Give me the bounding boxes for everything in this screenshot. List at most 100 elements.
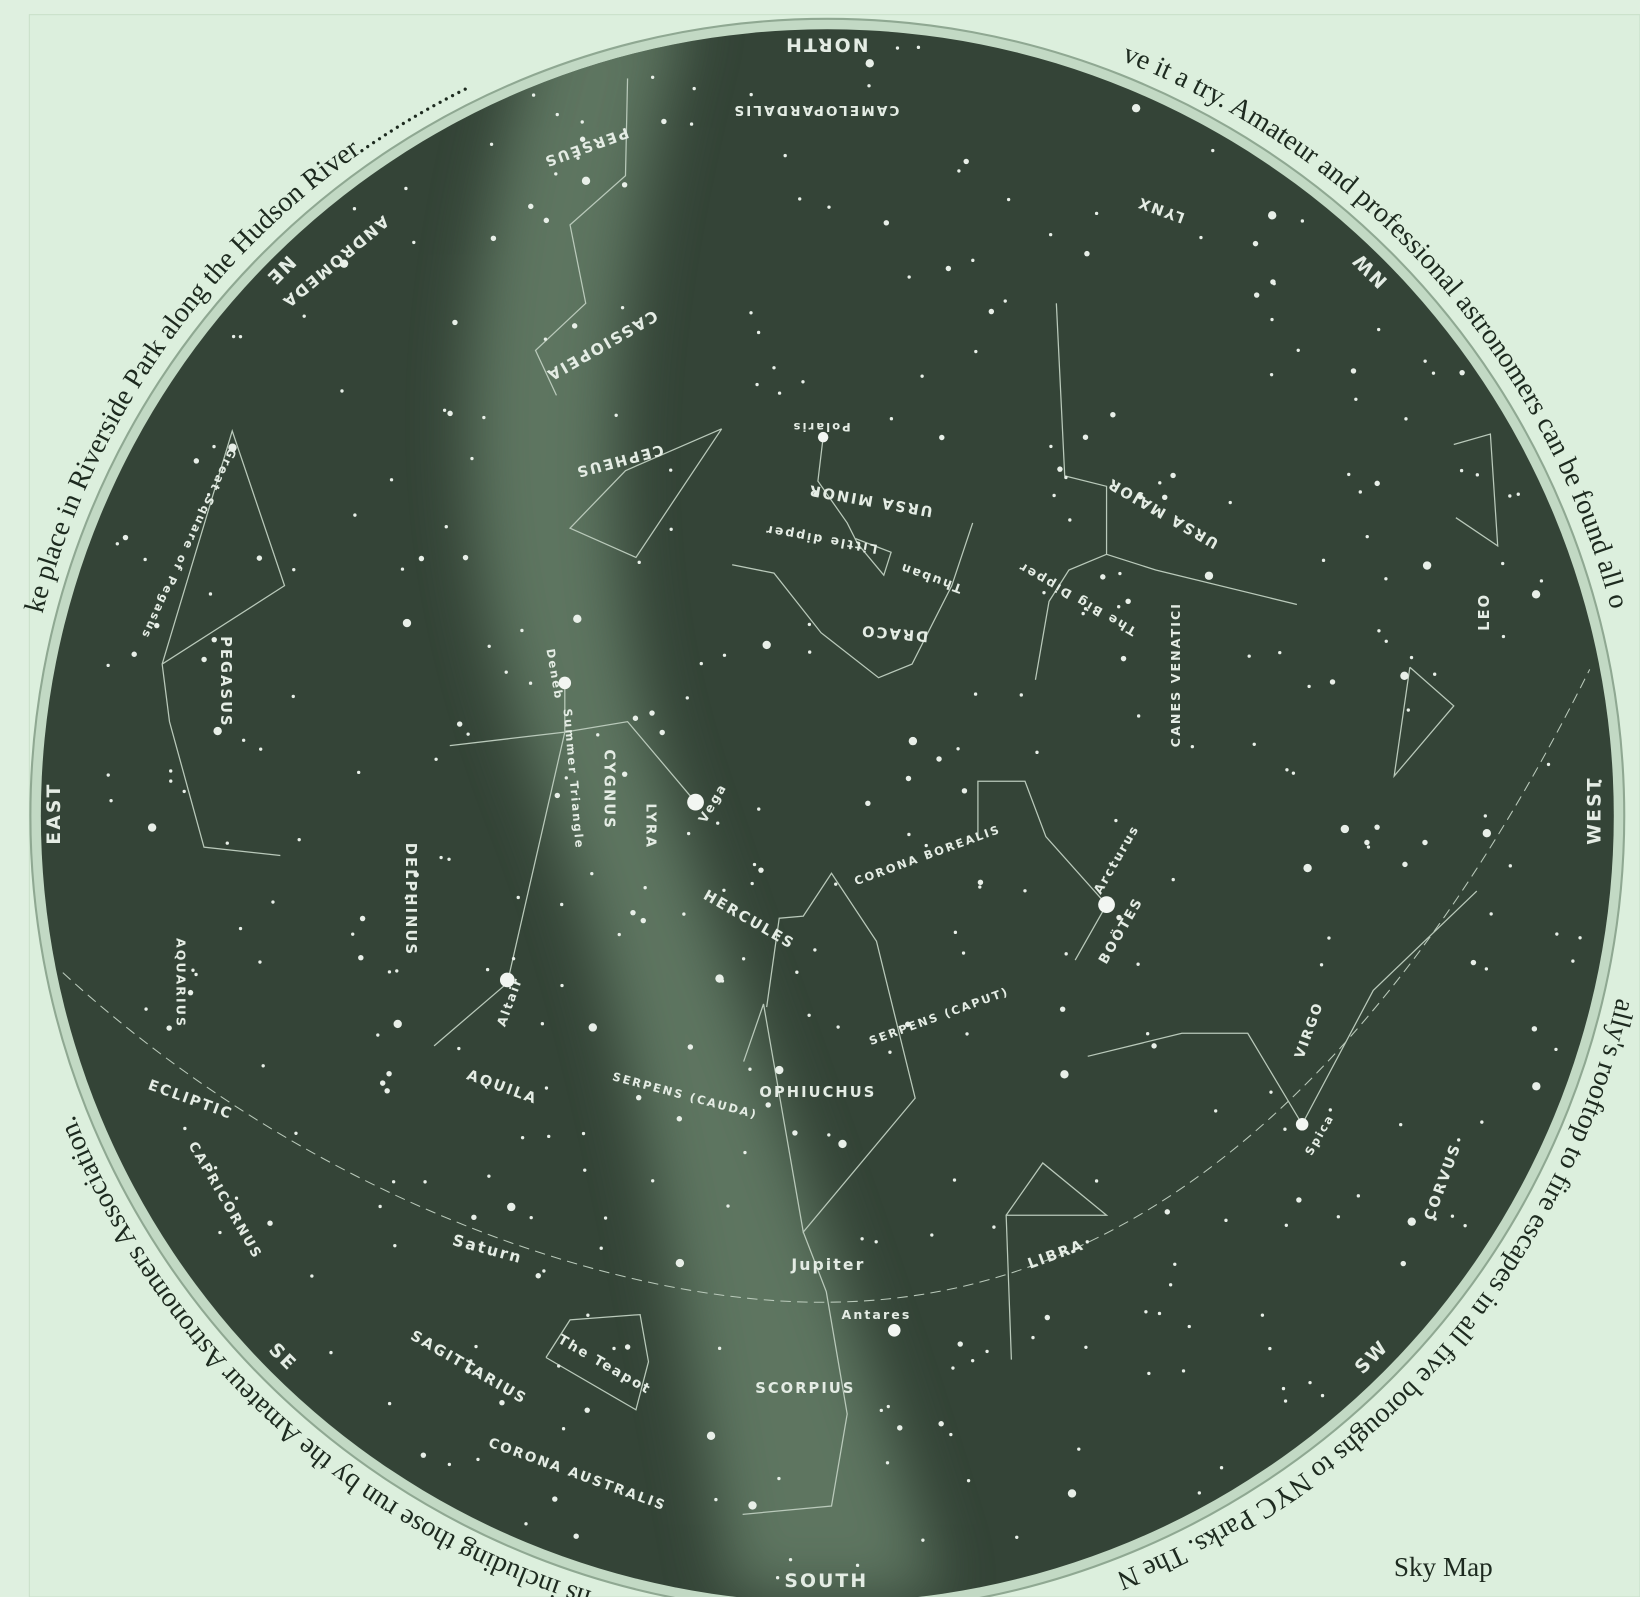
star bbox=[783, 153, 787, 158]
star bbox=[921, 1538, 925, 1542]
star bbox=[1131, 103, 1141, 113]
star bbox=[808, 650, 812, 654]
star bbox=[938, 1421, 944, 1427]
bright-star bbox=[1295, 1118, 1309, 1131]
star bbox=[351, 932, 355, 936]
star bbox=[147, 823, 157, 832]
star bbox=[1144, 1310, 1148, 1314]
star bbox=[1164, 1209, 1171, 1215]
star bbox=[182, 789, 186, 794]
star bbox=[1531, 1026, 1538, 1032]
star bbox=[154, 622, 160, 629]
star bbox=[586, 1313, 590, 1317]
star bbox=[1187, 1324, 1191, 1329]
star bbox=[387, 1401, 392, 1406]
star bbox=[213, 726, 222, 736]
star bbox=[905, 1021, 911, 1027]
star bbox=[193, 458, 200, 464]
star bbox=[762, 640, 771, 650]
line bbox=[1034, 553, 1107, 680]
star bbox=[434, 757, 438, 761]
star bbox=[258, 960, 262, 964]
star bbox=[957, 1341, 963, 1347]
star bbox=[973, 692, 978, 696]
star bbox=[452, 319, 458, 326]
star bbox=[1539, 579, 1544, 583]
star bbox=[573, 1533, 579, 1539]
star bbox=[907, 275, 911, 279]
star bbox=[560, 902, 564, 907]
star bbox=[393, 1243, 397, 1248]
line bbox=[1087, 890, 1478, 1126]
star bbox=[813, 948, 817, 952]
star bbox=[1145, 1032, 1150, 1036]
star bbox=[886, 1404, 890, 1409]
star bbox=[474, 1344, 478, 1349]
star bbox=[1320, 1393, 1325, 1398]
star bbox=[1480, 1120, 1484, 1124]
star bbox=[580, 120, 584, 124]
star bbox=[544, 1086, 549, 1090]
star bbox=[924, 843, 928, 848]
compass-label: EAST bbox=[44, 783, 65, 845]
star bbox=[1084, 1345, 1088, 1349]
star bbox=[1516, 492, 1520, 496]
star bbox=[1168, 1283, 1173, 1287]
star bbox=[1365, 534, 1369, 539]
star bbox=[1489, 912, 1493, 916]
star bbox=[1019, 693, 1023, 697]
star bbox=[456, 721, 463, 727]
star bbox=[750, 881, 754, 886]
star bbox=[715, 974, 724, 983]
star bbox=[511, 956, 516, 961]
star bbox=[169, 779, 173, 783]
star bbox=[590, 871, 594, 876]
star bbox=[1409, 655, 1414, 660]
star bbox=[206, 493, 211, 497]
star bbox=[423, 1180, 427, 1184]
star bbox=[669, 527, 673, 531]
star bbox=[1211, 148, 1215, 153]
star bbox=[393, 1019, 402, 1029]
constellation-label: OPHIUCHUS bbox=[759, 1084, 876, 1101]
star bbox=[259, 747, 263, 751]
star bbox=[1532, 1082, 1541, 1091]
star bbox=[1068, 518, 1072, 522]
star bbox=[860, 1237, 864, 1241]
star bbox=[1120, 655, 1127, 662]
star bbox=[1281, 1386, 1286, 1391]
star bbox=[256, 555, 263, 561]
star bbox=[905, 775, 912, 782]
constellation-label: DRACO bbox=[859, 622, 929, 645]
star bbox=[1137, 493, 1144, 500]
constellation-label: CAMELOPARDALIS bbox=[732, 102, 899, 118]
star bbox=[241, 738, 246, 742]
star bbox=[261, 1064, 265, 1068]
sky-disc bbox=[41, 29, 1614, 1597]
star bbox=[974, 349, 978, 354]
star bbox=[1457, 1138, 1461, 1142]
star bbox=[358, 954, 364, 961]
bright-star bbox=[499, 972, 515, 988]
star bbox=[1260, 1313, 1265, 1317]
star bbox=[294, 1131, 298, 1135]
star bbox=[520, 1135, 525, 1140]
constellation-label: DELPHINUS bbox=[402, 843, 419, 956]
star bbox=[624, 1344, 631, 1350]
star bbox=[1329, 679, 1336, 685]
star bbox=[166, 1025, 172, 1031]
star bbox=[1300, 219, 1305, 223]
constellation-label: AQUARIUS bbox=[173, 938, 188, 1028]
star bbox=[966, 1478, 971, 1483]
star bbox=[1082, 434, 1089, 440]
star bbox=[827, 205, 831, 209]
star bbox=[792, 1130, 798, 1136]
star bbox=[543, 217, 550, 224]
star bbox=[576, 156, 580, 160]
star bbox=[529, 1215, 533, 1220]
star bbox=[612, 1346, 616, 1351]
star bbox=[777, 391, 782, 395]
star bbox=[749, 311, 753, 315]
star bbox=[1059, 1006, 1066, 1012]
star bbox=[1501, 561, 1505, 566]
